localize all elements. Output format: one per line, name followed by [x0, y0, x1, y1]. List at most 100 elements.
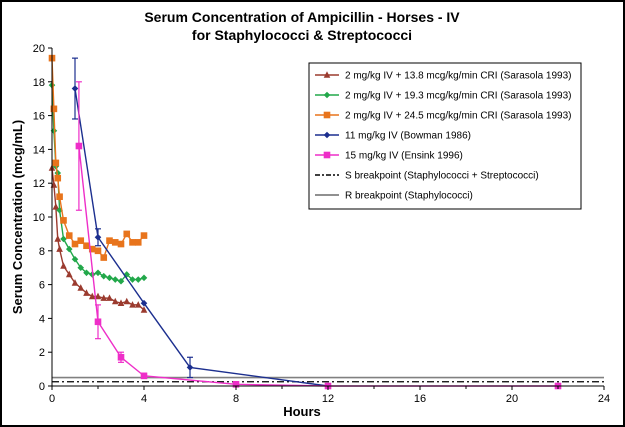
y-tick-label: 20: [33, 43, 45, 55]
data-point-marker: [140, 232, 148, 239]
legend-entry: 2 mg/kg IV + 13.8 mcg/kg/min CRI (Saraso…: [315, 71, 572, 82]
data-point-marker: [323, 131, 331, 139]
data-point-marker: [56, 206, 63, 214]
data-point-marker: [88, 245, 96, 253]
legend-entry: 11 mg/kg IV (Bowman 1986): [315, 131, 471, 142]
data-point-marker: [94, 292, 102, 300]
series-3: [71, 57, 332, 390]
data-point-marker: [140, 274, 148, 282]
legend-box: [308, 62, 582, 210]
data-point-marker: [77, 237, 85, 244]
x-tick-label: 4: [141, 393, 147, 405]
legend-entry: 15 mg/kg IV (Ensink 1996): [315, 151, 463, 162]
legend-label: 2 mg/kg IV + 24.5 mcg/kg/min CRI (Saraso…: [345, 111, 572, 122]
data-point-marker: [134, 301, 142, 308]
data-point-marker: [323, 71, 331, 78]
data-point-marker: [123, 297, 131, 305]
data-point-marker: [106, 294, 113, 301]
data-point-marker: [100, 294, 108, 301]
breakpoint-lines: [52, 376, 604, 383]
data-point-marker: [77, 264, 85, 271]
data-point-marker: [54, 235, 62, 242]
data-point-marker: [134, 239, 142, 246]
series-line: [51, 58, 145, 259]
x-tick-label: 16: [414, 393, 426, 405]
data-point-marker: [111, 276, 119, 283]
series-line: [74, 88, 329, 387]
data-point-marker: [54, 174, 62, 182]
legend-label: 11 mg/kg IV (Bowman 1986): [345, 131, 471, 142]
data-point-marker: [75, 142, 83, 150]
y-axis-title: Serum Concentration (mcg/mL): [10, 120, 25, 314]
data-point-marker: [111, 239, 119, 246]
x-tick-label: 12: [322, 393, 334, 405]
data-point-marker: [77, 284, 85, 291]
data-point-marker: [94, 318, 102, 326]
data-point-marker: [129, 301, 136, 308]
legend-label: S breakpoint (Staphylococci + Streptococ…: [345, 171, 539, 182]
x-tick-label: 24: [598, 393, 610, 405]
y-tick-label: 16: [33, 111, 45, 123]
data-point-marker: [65, 232, 73, 239]
legend-entry: R breakpoint (Staphylococci): [315, 191, 473, 202]
data-point-marker: [60, 235, 67, 243]
x-tick-label: 0: [49, 393, 55, 405]
legend-label: R breakpoint (Staphylococci): [345, 191, 473, 202]
legend-entry: S breakpoint (Staphylococci + Streptococ…: [315, 171, 539, 182]
data-point-marker: [140, 299, 148, 307]
data-point-marker: [56, 245, 63, 252]
legend-label: 15 mg/kg IV (Ensink 1996): [345, 151, 463, 162]
y-tick-label: 14: [33, 144, 45, 156]
y-tick-label: 12: [33, 178, 45, 190]
data-point-marker: [117, 353, 125, 361]
chart-title-line2: for Staphylococci & Streptococci: [192, 27, 412, 43]
data-point-marker: [94, 269, 102, 277]
data-point-marker: [83, 242, 90, 250]
x-tick-label: 20: [506, 393, 518, 405]
data-point-marker: [71, 240, 79, 248]
series-1: [48, 81, 148, 285]
x-tick-label: 8: [233, 393, 239, 405]
data-point-marker: [111, 297, 119, 305]
data-point-marker: [323, 111, 331, 119]
data-point-marker: [140, 372, 148, 380]
data-point-marker: [83, 269, 90, 277]
data-point-marker: [56, 193, 63, 201]
data-point-marker: [117, 277, 125, 285]
data-point-marker: [100, 272, 108, 280]
x-axis-title: Hours: [283, 404, 321, 419]
legend-label: 2 mg/kg IV + 19.3 mcg/kg/min CRI (Saraso…: [345, 91, 572, 102]
data-point-marker: [117, 240, 125, 248]
data-point-marker: [88, 292, 96, 300]
data-point-marker: [52, 203, 60, 210]
data-point-marker: [60, 217, 67, 224]
legend: 2 mg/kg IV + 13.8 mcg/kg/min CRI (Saraso…: [308, 62, 582, 210]
chart-title-line1: Serum Concentration of Ampicillin - Hors…: [144, 9, 460, 25]
data-point-marker: [232, 381, 240, 388]
y-tick-label: 10: [33, 212, 45, 224]
data-point-marker: [100, 254, 108, 261]
y-tick-label: 18: [33, 77, 45, 89]
legend-entry: 2 mg/kg IV + 19.3 mcg/kg/min CRI (Saraso…: [315, 91, 572, 102]
data-point-marker: [94, 247, 102, 255]
data-point-marker: [323, 151, 331, 159]
y-tick-label: 6: [39, 280, 45, 292]
data-point-marker: [65, 270, 73, 278]
data-point-marker: [94, 233, 102, 241]
data-point-marker: [83, 289, 90, 296]
data-point-marker: [323, 91, 331, 99]
data-point-marker: [106, 274, 113, 282]
data-point-marker: [65, 245, 73, 253]
data-point-marker: [123, 230, 131, 238]
legend-label: 2 mg/kg IV + 13.8 mcg/kg/min CRI (Saraso…: [345, 71, 572, 82]
data-point-marker: [60, 262, 67, 269]
y-tick-label: 4: [39, 313, 45, 325]
data-point-marker: [123, 271, 131, 278]
data-point-marker: [129, 276, 136, 283]
data-point-marker: [140, 306, 148, 313]
data-point-marker: [50, 105, 58, 113]
data-point-marker: [52, 159, 60, 167]
